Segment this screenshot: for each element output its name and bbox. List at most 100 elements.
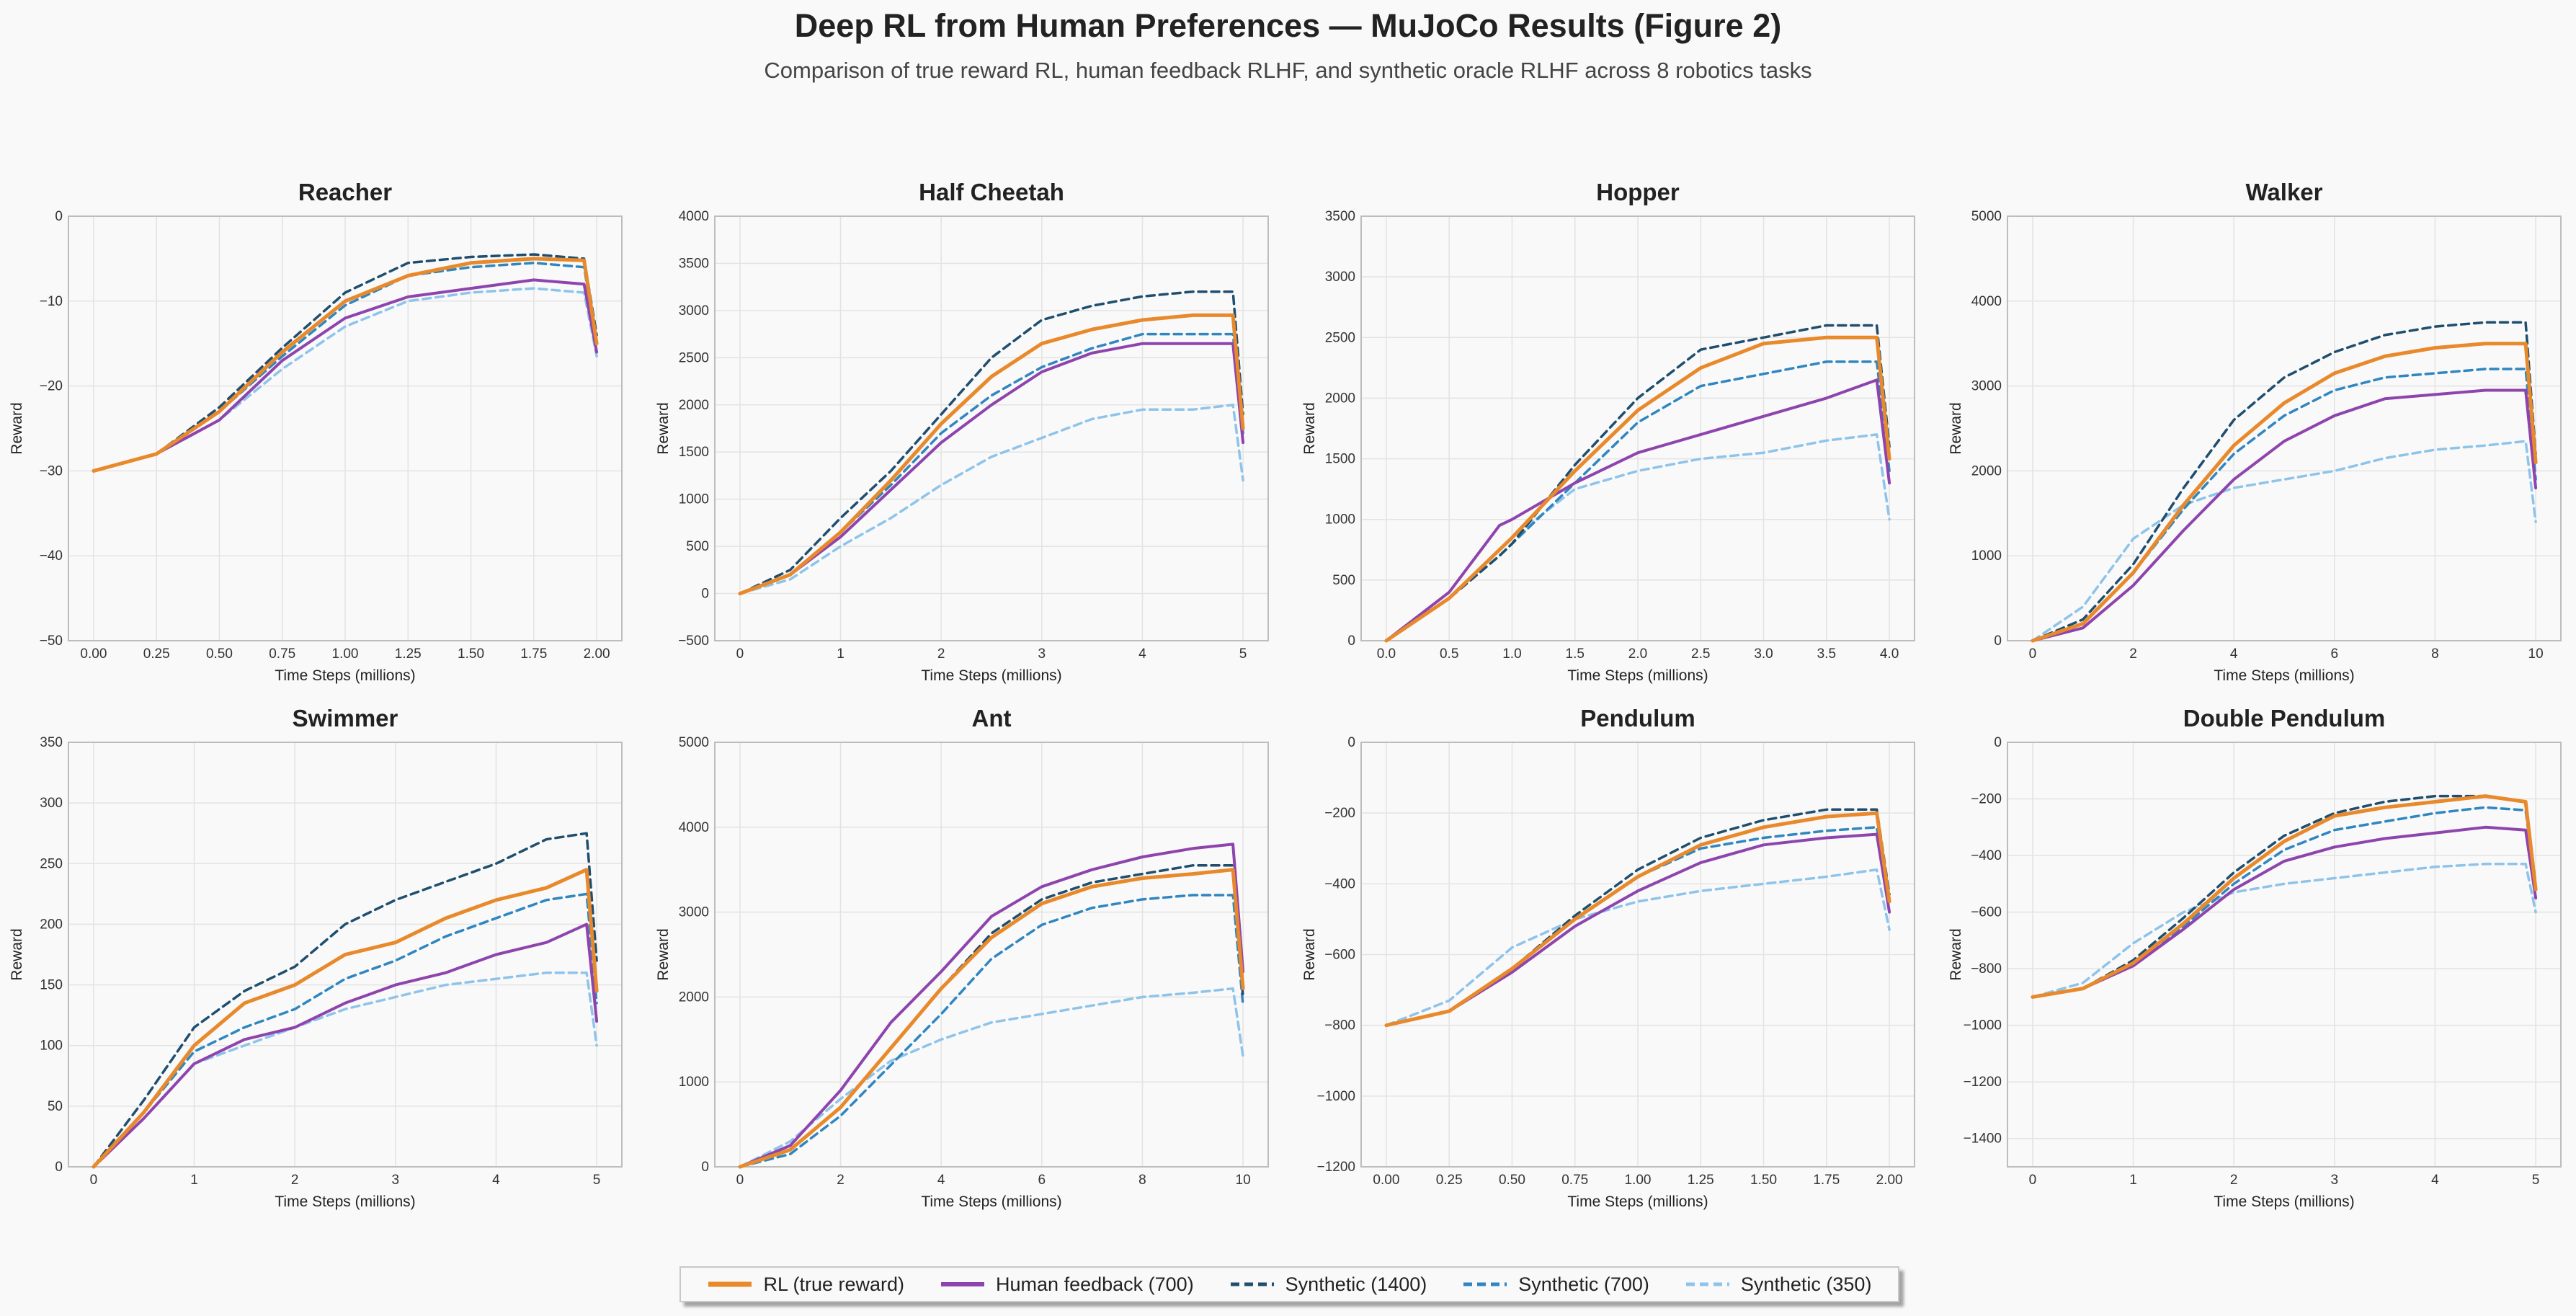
legend-label-human: Human feedback (700): [996, 1273, 1194, 1295]
x-tick-label: 0.25: [143, 646, 170, 662]
y-tick-label: 50: [48, 1099, 63, 1114]
y-tick-label: −800: [1971, 961, 2002, 977]
x-tick-label: 2: [2230, 1173, 2238, 1188]
x-tick-label: 0.75: [1561, 1173, 1588, 1188]
panel-title: Swimmer: [293, 705, 398, 732]
x-tick-label: 2: [937, 646, 945, 662]
y-tick-label: 4000: [679, 820, 709, 835]
panel-ant: 0 2 4 6 8 10 0 1000 2000 3000 4000 5000 Ant Time Step…: [655, 705, 1269, 1210]
y-tick-label: 0: [1994, 633, 2002, 649]
legend-item-rl: RL (true reward): [707, 1273, 904, 1296]
y-tick-label: −1000: [1964, 1018, 2002, 1033]
series-line-s350: [1385, 868, 1891, 1027]
series-line-s1400: [1385, 324, 1891, 642]
y-axis-label: Reward: [655, 928, 672, 980]
x-axis-label: Time Steps (millions): [275, 1193, 415, 1210]
y-axis-label: Reward: [655, 402, 672, 454]
x-tick-label: 0.5: [1440, 646, 1458, 662]
y-tick-label: −1400: [1964, 1132, 2002, 1147]
plot-frame: [714, 215, 1269, 641]
x-tick-label: 4: [2431, 1173, 2439, 1188]
legend-item-s350: Synthetic (350): [1685, 1273, 1872, 1296]
y-tick-label: 2500: [679, 350, 709, 365]
y-tick-label: −200: [1971, 792, 2002, 807]
legend-label-rl: RL (true reward): [763, 1273, 905, 1295]
y-tick-label: 2500: [1325, 330, 1355, 345]
legend-label-s700: Synthetic (700): [1518, 1273, 1649, 1295]
plot-frame: [714, 742, 1269, 1168]
series-line-s700: [739, 894, 1244, 1168]
figure-subtitle: Comparison of true reward RL, human feed…: [764, 58, 1812, 83]
x-tick-label: 10: [1236, 1173, 1251, 1188]
panel-walker: 0 2 4 6 8 10 0 1000 2000 3000 4000 5000 Walker Time S…: [1948, 179, 2562, 684]
y-tick-label: 200: [40, 917, 63, 932]
series-line-rl: [738, 313, 1245, 596]
series-line-s1400: [739, 290, 1244, 595]
x-tick-label: 5: [593, 1173, 601, 1188]
y-tick-label: −500: [678, 633, 709, 649]
x-tick-label: 6: [1038, 1173, 1046, 1188]
series-line-rl: [92, 868, 599, 1169]
y-tick-label: −800: [1324, 1018, 1355, 1033]
y-axis-label: Reward: [1948, 402, 1964, 454]
series-line-s350: [92, 287, 598, 473]
plot-area: [2007, 216, 2561, 641]
y-tick-label: 5000: [1971, 209, 2002, 224]
series-line-s350: [739, 404, 1244, 595]
x-tick-label: 2.00: [584, 646, 610, 662]
plot-frame: [2007, 215, 2562, 641]
panel-title: Reacher: [298, 179, 392, 205]
x-tick-label: 8: [1138, 1173, 1146, 1188]
y-tick-label: −600: [1324, 948, 1355, 963]
x-tick-label: 4: [2230, 646, 2238, 662]
y-tick-label: −400: [1971, 848, 2002, 863]
x-tick-label: 0.00: [1373, 1173, 1399, 1188]
x-tick-label: 0: [90, 1173, 98, 1188]
x-tick-label: 5: [2532, 1173, 2540, 1188]
x-tick-label: 2: [837, 1173, 844, 1188]
panel-hopper: 0.0 0.5 1.0 1.5 2.0 2.5 3.0 3.5 4.0 0 500 1000 1500 2…: [1301, 179, 1915, 684]
x-axis-label: Time Steps (millions): [275, 667, 415, 684]
x-tick-label: 3: [392, 1173, 400, 1188]
x-tick-label: 2.5: [1691, 646, 1710, 662]
x-tick-label: 0: [2029, 646, 2037, 662]
x-tick-label: 1: [190, 1173, 198, 1188]
x-tick-label: 0.50: [206, 646, 233, 662]
legend-label-s350: Synthetic (350): [1740, 1273, 1872, 1295]
x-tick-label: 0.25: [1436, 1173, 1463, 1188]
y-tick-label: 1500: [1325, 452, 1355, 467]
x-tick-label: 4: [937, 1173, 945, 1188]
x-tick-label: 1.75: [520, 646, 547, 662]
y-tick-label: −1000: [1317, 1089, 1355, 1104]
x-tick-label: 4.0: [1880, 646, 1899, 662]
x-tick-label: 6: [2331, 646, 2339, 662]
legend-item-s700: Synthetic (700): [1462, 1273, 1649, 1296]
y-tick-label: −10: [40, 294, 63, 309]
y-tick-label: 0: [701, 1160, 709, 1175]
series-line-human: [2031, 825, 2538, 999]
series-line-rl: [738, 868, 1245, 1169]
x-tick-label: 1.50: [1750, 1173, 1777, 1188]
legend-swatch-rl: [708, 1281, 752, 1287]
x-axis-label: Time Steps (millions): [1567, 667, 1708, 684]
x-tick-label: 1.50: [458, 646, 484, 662]
y-tick-label: 3000: [679, 303, 709, 319]
x-tick-label: 3: [1038, 646, 1046, 662]
y-tick-label: −1200: [1964, 1075, 2002, 1090]
x-tick-label: 0.50: [1499, 1173, 1525, 1188]
y-tick-label: 300: [40, 796, 63, 811]
y-tick-label: 1000: [679, 1075, 709, 1090]
series-line-s1400: [92, 832, 598, 1168]
x-tick-label: 10: [2528, 646, 2544, 662]
x-tick-label: 0.75: [269, 646, 295, 662]
y-tick-label: 3500: [679, 256, 709, 271]
x-tick-label: 1.00: [332, 646, 359, 662]
series-line-human: [1384, 378, 1891, 642]
panel-title: Ant: [972, 705, 1012, 732]
x-tick-label: 0.00: [80, 646, 107, 662]
series-line-s1400: [1385, 808, 1891, 1027]
y-tick-label: 2000: [679, 990, 709, 1005]
y-tick-label: −400: [1324, 876, 1355, 892]
series-line-rl: [2031, 794, 2538, 999]
